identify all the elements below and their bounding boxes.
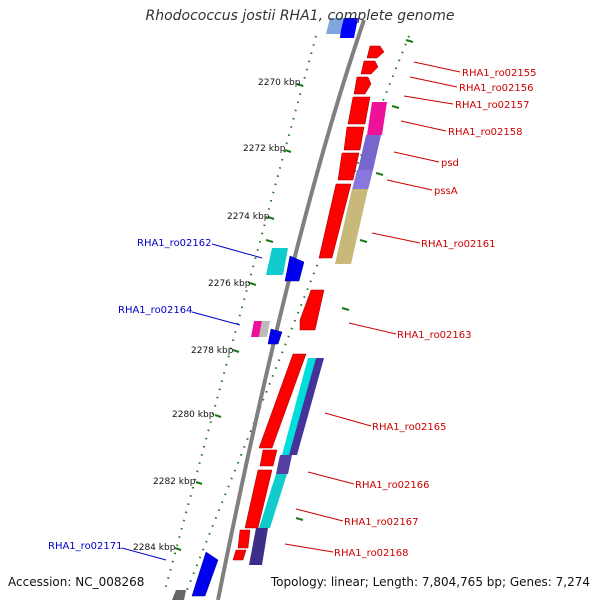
gene-block-psd-purple [358,135,381,170]
tick-label-2284: 2284 kbp [133,543,176,553]
position-tick-labels: 2270 kbp 2272 kbp 2274 kbp 2276 kbp 2278… [133,78,301,553]
track-dash-b [375,172,384,176]
genome-summary-text: Topology: linear; Length: 7,804,765 bp; … [270,575,590,589]
gene-arrow-ro02163[interactable] [299,289,325,331]
gene-arrow-ro02161[interactable] [318,183,352,259]
gene-block-ro02158-magenta [367,102,387,135]
gene-block-ro02166-navy [276,455,292,474]
gene-arrow-ro02171[interactable] [191,551,219,597]
leader-psd [393,151,440,163]
gene-block-bottom-partial [172,590,186,600]
gene-label-ro02165[interactable]: RHA1_ro02165 [372,422,447,433]
gene-arrow-psd[interactable] [343,126,365,151]
outer-dotted-track [186,35,410,591]
gene-arrow-ro02158[interactable] [347,96,371,125]
gene-arrow-ro02155[interactable] [366,45,385,59]
gene-arrow-ro02168[interactable] [237,529,251,549]
gene-block-pssA-purple [352,170,373,190]
leader-ro02162 [211,243,263,259]
genome-backbone [216,19,366,600]
gene-label-ro02157[interactable]: RHA1_ro02157 [455,100,530,111]
forward-gene-labels: RHA1_ro02155 RHA1_ro02156 RHA1_ro02157 R… [334,68,537,559]
forward-strand-features [172,18,387,600]
gene-label-ro02164[interactable]: RHA1_ro02164 [118,305,193,316]
gene-arrow-ro02165[interactable] [258,353,307,449]
tick-label-2280: 2280 kbp [172,410,215,420]
track-dash-d [341,307,350,311]
tick-mark-2278 [232,349,240,353]
tick-mark-2284 [174,547,182,551]
gene-arrow-ro02169[interactable] [232,549,247,561]
leader-ro02168 [284,543,334,553]
leader-ro02157 [403,95,454,105]
gene-block-ro02165-cyan [282,358,316,455]
track-dash-f [391,105,400,109]
gene-arrow-ro02156[interactable] [360,60,379,75]
track-dash-e [295,517,304,521]
gene-arrow-ro02166[interactable] [259,449,278,467]
gene-label-ro02162[interactable]: RHA1_ro02162 [137,238,212,249]
track-dash-g [265,239,274,243]
tick-mark-2274 [267,216,275,220]
gene-block-ro02165-navy [289,358,324,455]
position-tick-marks [174,39,414,551]
leader-ro02166 [307,471,355,485]
leader-ro02158 [400,120,447,132]
reverse-gene-labels: RHA1_ro02162 RHA1_ro02164 RHA1_ro02171 [48,238,212,552]
gene-label-ro02156[interactable]: RHA1_ro02156 [459,83,534,94]
leader-ro02171 [121,547,167,561]
reverse-strand-features [191,248,305,597]
leader-pssA [386,179,433,191]
gene-label-pssA[interactable]: pssA [434,186,458,197]
tick-mark-2272 [284,149,292,153]
reverse-label-leaders [121,243,263,561]
gene-label-ro02167[interactable]: RHA1_ro02167 [344,517,419,528]
tick-label-2282: 2282 kbp [153,477,196,487]
gene-label-ro02163[interactable]: RHA1_ro02163 [397,330,472,341]
forward-label-leaders [284,61,461,553]
gene-label-ro02158[interactable]: RHA1_ro02158 [448,127,523,138]
gene-arrow-pssA[interactable] [337,152,360,181]
leader-ro02165 [324,412,372,427]
gene-block-ro02161-olive [335,189,368,264]
gene-label-ro02171[interactable]: RHA1_ro02171 [48,541,123,552]
tick-label-2272: 2272 kbp [243,144,286,154]
tick-label-2276: 2276 kbp [208,279,251,289]
gene-label-psd[interactable]: psd [441,158,459,169]
leader-ro02163 [348,322,397,335]
leader-ro02156 [409,76,458,88]
track-dash-c [359,239,368,243]
gene-block-ro02162-cyan [266,248,288,275]
gene-block-ro02164-gray [259,321,270,337]
gene-block-ro02167-cyan [259,474,287,528]
gene-arrow-ro02164[interactable] [267,328,283,345]
tick-mark-2276 [249,282,257,286]
gene-label-ro02161[interactable]: RHA1_ro02161 [421,239,496,250]
gene-block-ro02164-magenta [251,321,262,337]
tick-label-2270: 2270 kbp [258,78,301,88]
tick-mark-2282 [195,481,203,485]
accession-text: Accession: NC_008268 [8,575,145,589]
leader-ro02167 [295,508,344,522]
tick-label-2278: 2278 kbp [191,346,234,356]
gene-arrow-ro02157[interactable] [353,76,372,95]
gene-block-top-partial-light [326,18,344,34]
leader-ro02164 [191,311,241,326]
gene-label-ro02168[interactable]: RHA1_ro02168 [334,548,409,559]
tick-label-2274: 2274 kbp [227,212,270,222]
track-dash-a [405,39,414,43]
map-title: Rhodococcus jostii RHA1, complete genome [145,8,455,24]
gene-label-ro02166[interactable]: RHA1_ro02166 [355,480,430,491]
leader-ro02161 [371,232,421,244]
leader-ro02155 [413,61,461,73]
tick-mark-2270 [296,83,304,87]
gene-block-ro02168-navy [249,528,268,565]
tick-mark-2280 [214,414,222,418]
gene-label-ro02155[interactable]: RHA1_ro02155 [462,68,537,79]
gene-arrow-ro02162[interactable] [284,255,305,282]
gene-block-top-partial [340,18,358,38]
